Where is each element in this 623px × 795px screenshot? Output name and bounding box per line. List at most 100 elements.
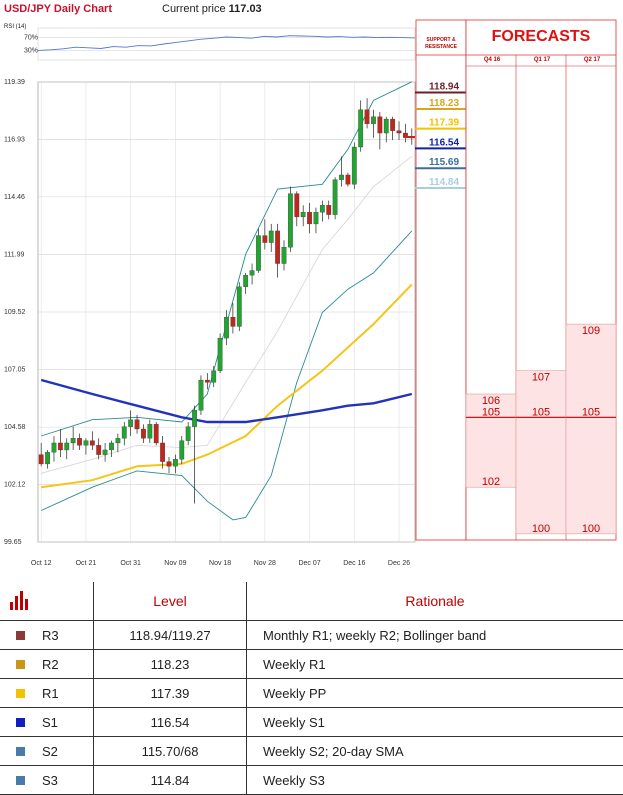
candle-body — [199, 380, 203, 410]
level-rationale: Weekly S3 — [247, 766, 623, 795]
forecast-range-box — [566, 324, 616, 534]
candle-body — [358, 110, 362, 147]
candle-body — [390, 119, 394, 131]
y-tick-label: 119.39 — [4, 79, 25, 86]
level-name: S3 — [40, 766, 94, 795]
forecast-range-box — [516, 371, 566, 534]
level-name: S1 — [40, 708, 94, 737]
forecast-high-label: 107 — [532, 372, 550, 384]
candle-body — [218, 338, 222, 371]
swatch-cell — [0, 737, 40, 766]
levels-table: Level Rationale R3 118.94/119.27 Monthly… — [0, 582, 623, 795]
rsi-panel — [38, 28, 415, 60]
candle-body — [256, 236, 260, 271]
table-row: S3 114.84 Weekly S3 — [0, 766, 623, 795]
candle-body — [301, 212, 305, 217]
candle-body — [186, 427, 190, 441]
candle-body — [365, 110, 369, 124]
candle-body — [339, 175, 343, 180]
swatch-cell — [0, 650, 40, 679]
candle-body — [371, 117, 375, 124]
candle-body — [352, 147, 356, 184]
candle-body — [90, 441, 94, 446]
forecast-high-label: 106 — [482, 395, 500, 407]
candle-body — [378, 117, 382, 133]
candle-body — [103, 450, 107, 455]
candle-body — [65, 443, 69, 450]
sr-level-label: 117.39 — [429, 118, 459, 129]
forecast-mid-label: 105 — [582, 406, 600, 418]
candle-body — [58, 443, 62, 450]
forecast-high-label: 109 — [582, 325, 600, 337]
level-name: R2 — [40, 650, 94, 679]
candle-body — [141, 429, 145, 438]
level-value: 115.70/68 — [94, 737, 247, 766]
candle-body — [288, 194, 292, 248]
level-value: 116.54 — [94, 708, 247, 737]
candle-body — [269, 231, 273, 243]
candle-body — [384, 119, 388, 133]
level-name: S2 — [40, 737, 94, 766]
candle-body — [109, 443, 113, 450]
sr-level-label: 118.94 — [429, 81, 459, 92]
color-swatch — [16, 747, 25, 756]
swatch-cell — [0, 679, 40, 708]
candle-body — [314, 212, 318, 224]
candle-body — [250, 271, 254, 276]
y-tick-label: 114.46 — [4, 194, 25, 201]
forecast-col-q1-17-header: Q1 17 — [517, 57, 567, 63]
forecast-low-label: 102 — [482, 476, 500, 488]
candle-body — [224, 317, 228, 338]
candle-body — [173, 459, 177, 466]
candle-body — [211, 371, 215, 383]
candle-body — [39, 455, 43, 464]
candle-body — [346, 175, 350, 184]
candle-body — [397, 131, 401, 133]
candle-body — [263, 236, 267, 243]
level-rationale: Weekly S1 — [247, 708, 623, 737]
candle-body — [243, 275, 247, 287]
swatch-cell — [0, 708, 40, 737]
candle-body — [52, 443, 56, 452]
forecast-low-label: 100 — [532, 523, 550, 535]
candle-body — [71, 438, 75, 443]
y-tick-label: 109.52 — [4, 309, 26, 316]
color-swatch — [16, 689, 25, 698]
sr-level-label: 114.84 — [429, 177, 459, 188]
bar-chart-icon — [0, 582, 40, 621]
y-tick-label: 104.58 — [4, 424, 26, 431]
x-tick-label: Oct 21 — [76, 560, 97, 567]
candle-body — [192, 410, 196, 426]
forecast-mid-label: 105 — [482, 406, 500, 418]
candle-body — [148, 424, 152, 438]
level-value: 118.23 — [94, 650, 247, 679]
x-tick-label: Nov 28 — [254, 560, 276, 567]
level-value: 117.39 — [94, 679, 247, 708]
level-rationale: Monthly R1; weekly R2; Bollinger band — [247, 621, 623, 650]
level-value: 118.94/119.27 — [94, 621, 247, 650]
level-value: 114.84 — [94, 766, 247, 795]
table-row: S1 116.54 Weekly S1 — [0, 708, 623, 737]
y-tick-label: 102.12 — [4, 481, 26, 488]
candle-body — [96, 445, 100, 454]
support-resistance-header: SUPPORT & RESISTANCE — [419, 37, 463, 51]
candle-body — [116, 438, 120, 443]
level-rationale: Weekly PP — [247, 679, 623, 708]
table-row: R1 117.39 Weekly PP — [0, 679, 623, 708]
x-tick-label: Oct 12 — [31, 560, 52, 567]
y-tick-label: 107.05 — [4, 367, 26, 374]
sr-level-label: 116.54 — [429, 137, 459, 148]
color-swatch — [16, 718, 25, 727]
candle-body — [205, 380, 209, 382]
color-swatch — [16, 776, 25, 785]
forecast-mid-label: 105 — [532, 406, 550, 418]
x-tick-label: Dec 26 — [388, 560, 410, 567]
y-tick-label: 111.99 — [4, 251, 24, 258]
table-row: R2 118.23 Weekly R1 — [0, 650, 623, 679]
level-name: R3 — [40, 621, 94, 650]
candle-body — [282, 247, 286, 263]
candle-body — [122, 427, 126, 439]
candle-body — [333, 180, 337, 215]
table-row: S2 115.70/68 Weekly S2; 20-day SMA — [0, 737, 623, 766]
x-tick-label: Nov 09 — [164, 560, 186, 567]
